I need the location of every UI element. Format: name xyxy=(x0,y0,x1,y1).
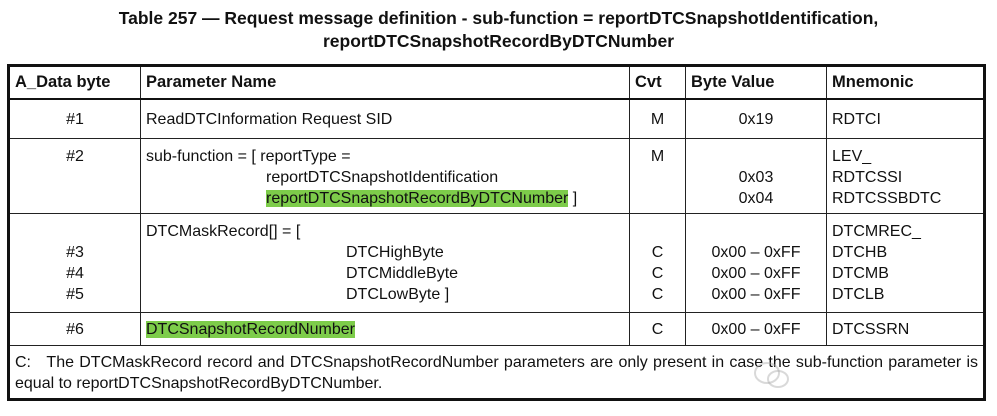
header-mnemonic: Mnemonic xyxy=(826,65,985,100)
mnemonic: LEV_ xyxy=(832,148,872,165)
mnemonic: DTCMREC_ xyxy=(832,223,921,240)
byte-value-cell: 0x00 – 0xFF 0x00 – 0xFF 0x00 – 0xFF xyxy=(685,213,827,313)
bracket: ] xyxy=(568,190,578,207)
param-line: sub-function = [ reportType = xyxy=(146,148,351,165)
header-byte-value: Byte Value xyxy=(685,65,827,100)
byte-value: 0x00 – 0xFF xyxy=(711,286,801,303)
table-row: #2 sub-function = [ reportType = reportD… xyxy=(8,138,985,214)
byte-value: 0x00 – 0xFF xyxy=(711,265,801,282)
mnemonic: RDTCSSI xyxy=(832,169,903,186)
note-row: C: The DTCMaskRecord record and DTCSnaps… xyxy=(8,345,985,400)
table-caption: Table 257 — Request message definition -… xyxy=(0,7,997,53)
cvt-cell: M xyxy=(629,98,686,139)
parameter-cell: ReadDTCInformation Request SID xyxy=(140,98,630,139)
cvt-cell: C C C xyxy=(629,213,686,313)
byte-label: #4 xyxy=(66,265,84,282)
cvt-value: C xyxy=(651,265,664,282)
mnemonic: DTCHB xyxy=(832,244,888,261)
data-byte-cell: #2 xyxy=(8,138,141,214)
byte-label: #5 xyxy=(66,286,84,303)
data-byte-cell: #3 #4 #5 xyxy=(8,213,141,313)
table-row: #6 DTCSnapshotRecordNumber C 0x00 – 0xFF… xyxy=(8,312,985,346)
footnote: C: The DTCMaskRecord record and DTCSnaps… xyxy=(8,345,985,400)
byte-label: #3 xyxy=(66,244,84,261)
param-line: reportDTCSnapshotIdentification xyxy=(266,169,499,186)
mnemonic: DTCMB xyxy=(832,265,889,282)
param-line: DTCMaskRecord[] = [ xyxy=(146,223,301,240)
byte-label: #2 xyxy=(66,148,84,165)
byte-value-cell: 0x03 0x04 xyxy=(685,138,827,214)
byte-value: 0x03 xyxy=(738,169,774,186)
mnemonic-cell: DTCMREC_ DTCHB DTCMB DTCLB xyxy=(826,213,985,313)
byte-value-cell: 0x00 – 0xFF xyxy=(685,312,827,346)
caption-line-2: reportDTCSnapshotRecordByDTCNumber xyxy=(323,31,674,51)
mnemonic-cell: DTCSSRN xyxy=(826,312,985,346)
data-byte-cell: #1 xyxy=(8,98,141,139)
cvt-value: M xyxy=(650,148,665,165)
parameter-cell: sub-function = [ reportType = reportDTCS… xyxy=(140,138,630,214)
param-line: DTCMiddleByte xyxy=(346,265,459,282)
byte-value xyxy=(691,146,821,167)
byte-value: 0x04 xyxy=(738,190,774,207)
parameter-cell: DTCMaskRecord[] = [ DTCHighByte DTCMiddl… xyxy=(140,213,630,313)
highlighted-param: reportDTCSnapshotRecordByDTCNumber xyxy=(266,190,569,207)
param-line: DTCHighByte xyxy=(346,244,444,261)
cvt-value: C xyxy=(651,244,664,261)
header-a-data-byte: A_Data byte xyxy=(8,65,141,100)
data-byte-cell: #6 xyxy=(8,312,141,346)
mnemonic-cell: RDTCI xyxy=(826,98,985,139)
cvt-value xyxy=(635,221,680,242)
table-row: #1 ReadDTCInformation Request SID M 0x19… xyxy=(8,98,985,139)
byte-value: 0x00 – 0xFF xyxy=(711,244,801,261)
request-message-table: A_Data byte Parameter Name Cvt Byte Valu… xyxy=(7,64,986,401)
byte-value-cell: 0x19 xyxy=(685,98,827,139)
cvt-value: C xyxy=(651,286,664,303)
table-row: #3 #4 #5 DTCMaskRecord[] = [ DTCHighByte… xyxy=(8,213,985,313)
header-row: A_Data byte Parameter Name Cvt Byte Valu… xyxy=(8,65,985,100)
byte-label xyxy=(15,221,135,242)
mnemonic: RDTCSSBDTC xyxy=(832,190,942,207)
caption-line-1: Table 257 — Request message definition -… xyxy=(118,8,879,28)
header-cvt: Cvt xyxy=(629,65,686,100)
highlighted-param: DTCSnapshotRecordNumber xyxy=(146,320,355,338)
mnemonic: DTCLB xyxy=(832,286,885,303)
byte-value xyxy=(691,221,821,242)
param-line: reportDTCSnapshotRecordByDTCNumber ] xyxy=(146,188,624,209)
cvt-cell: M xyxy=(629,138,686,214)
cvt-cell: C xyxy=(629,312,686,346)
mnemonic-cell: LEV_ RDTCSSI RDTCSSBDTC xyxy=(826,138,985,214)
parameter-cell: DTCSnapshotRecordNumber xyxy=(140,312,630,346)
param-line: DTCLowByte ] xyxy=(346,286,450,303)
header-parameter-name: Parameter Name xyxy=(140,65,630,100)
